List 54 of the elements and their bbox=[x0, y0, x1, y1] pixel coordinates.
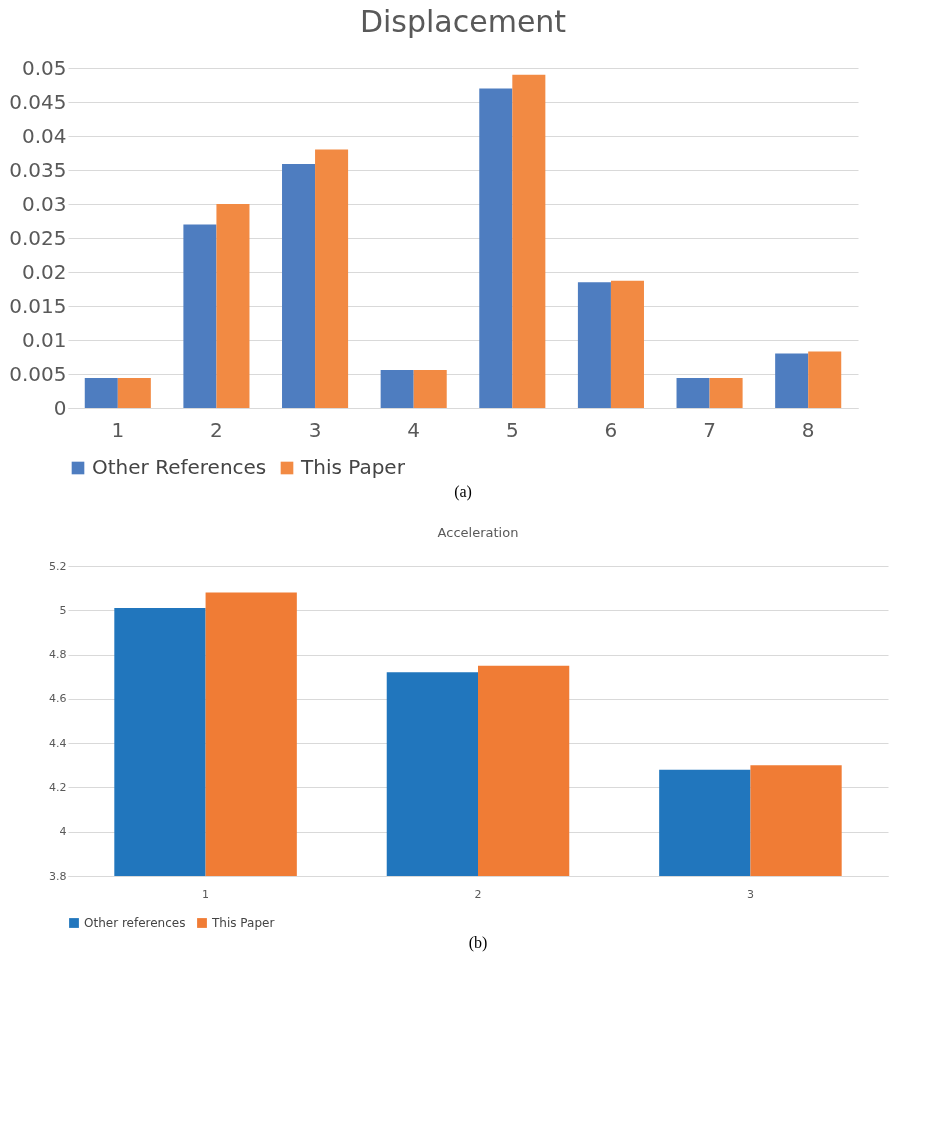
bar bbox=[84, 378, 118, 408]
y-tick-label: 3.8 bbox=[49, 869, 67, 883]
x-tick-label: 2 bbox=[210, 417, 223, 442]
x-tick-label: 3 bbox=[308, 417, 322, 442]
bar bbox=[183, 224, 217, 408]
y-tick-label: 0.01 bbox=[21, 327, 67, 352]
legend-label: This Paper bbox=[211, 916, 275, 930]
bar bbox=[216, 204, 250, 408]
bar bbox=[709, 378, 743, 408]
x-tick-label: 2 bbox=[474, 887, 482, 901]
y-tick-label: 0 bbox=[53, 395, 67, 420]
chart-title: Displacement bbox=[359, 4, 567, 39]
y-tick-label: 0.005 bbox=[9, 361, 67, 386]
x-tick-label: 1 bbox=[202, 887, 210, 901]
y-tick-label: 5 bbox=[59, 603, 67, 617]
y-tick-label: 4.4 bbox=[49, 736, 67, 750]
y-tick-label: 0.035 bbox=[9, 157, 67, 182]
x-tick-label: 6 bbox=[604, 417, 618, 442]
y-tick-label: 0.05 bbox=[21, 55, 67, 80]
x-tick-label: 1 bbox=[111, 417, 125, 442]
bar bbox=[413, 369, 447, 408]
text: (a) bbox=[454, 483, 472, 501]
y-tick-label: 4 bbox=[59, 825, 67, 839]
legend-label: This Paper bbox=[300, 455, 406, 479]
y-tick-label: 4.6 bbox=[49, 692, 67, 706]
bar bbox=[676, 378, 710, 408]
x-tick-label: 5 bbox=[505, 417, 519, 442]
x-tick-label: 3 bbox=[746, 887, 754, 901]
legend-label: Other references bbox=[84, 916, 186, 930]
bar bbox=[117, 378, 151, 408]
y-tick-label: 5.2 bbox=[49, 559, 67, 573]
bar bbox=[775, 353, 809, 408]
x-tick-label: 4 bbox=[407, 417, 421, 442]
y-tick-label: 0.03 bbox=[21, 191, 67, 216]
bar bbox=[577, 282, 611, 408]
y-tick-label: 0.015 bbox=[9, 293, 67, 318]
text: (b) bbox=[468, 934, 488, 952]
bar bbox=[315, 149, 349, 408]
x-tick-label: 8 bbox=[801, 417, 815, 442]
bar bbox=[479, 88, 513, 408]
y-tick-label: 0.04 bbox=[21, 123, 67, 148]
chart-title: Acceleration bbox=[437, 525, 519, 540]
y-tick-label: 4.2 bbox=[49, 780, 67, 794]
y-tick-label: 4.8 bbox=[49, 648, 67, 662]
y-tick-label: 0.02 bbox=[21, 259, 67, 284]
bar bbox=[282, 163, 316, 408]
y-tick-label: 0.045 bbox=[9, 89, 67, 114]
bar bbox=[512, 74, 546, 408]
x-tick-label: 7 bbox=[703, 417, 716, 442]
bar bbox=[380, 369, 414, 408]
y-tick-label: 0.025 bbox=[9, 225, 67, 250]
bar bbox=[808, 351, 842, 408]
legend-label: Other References bbox=[92, 455, 267, 479]
bar bbox=[610, 280, 644, 408]
